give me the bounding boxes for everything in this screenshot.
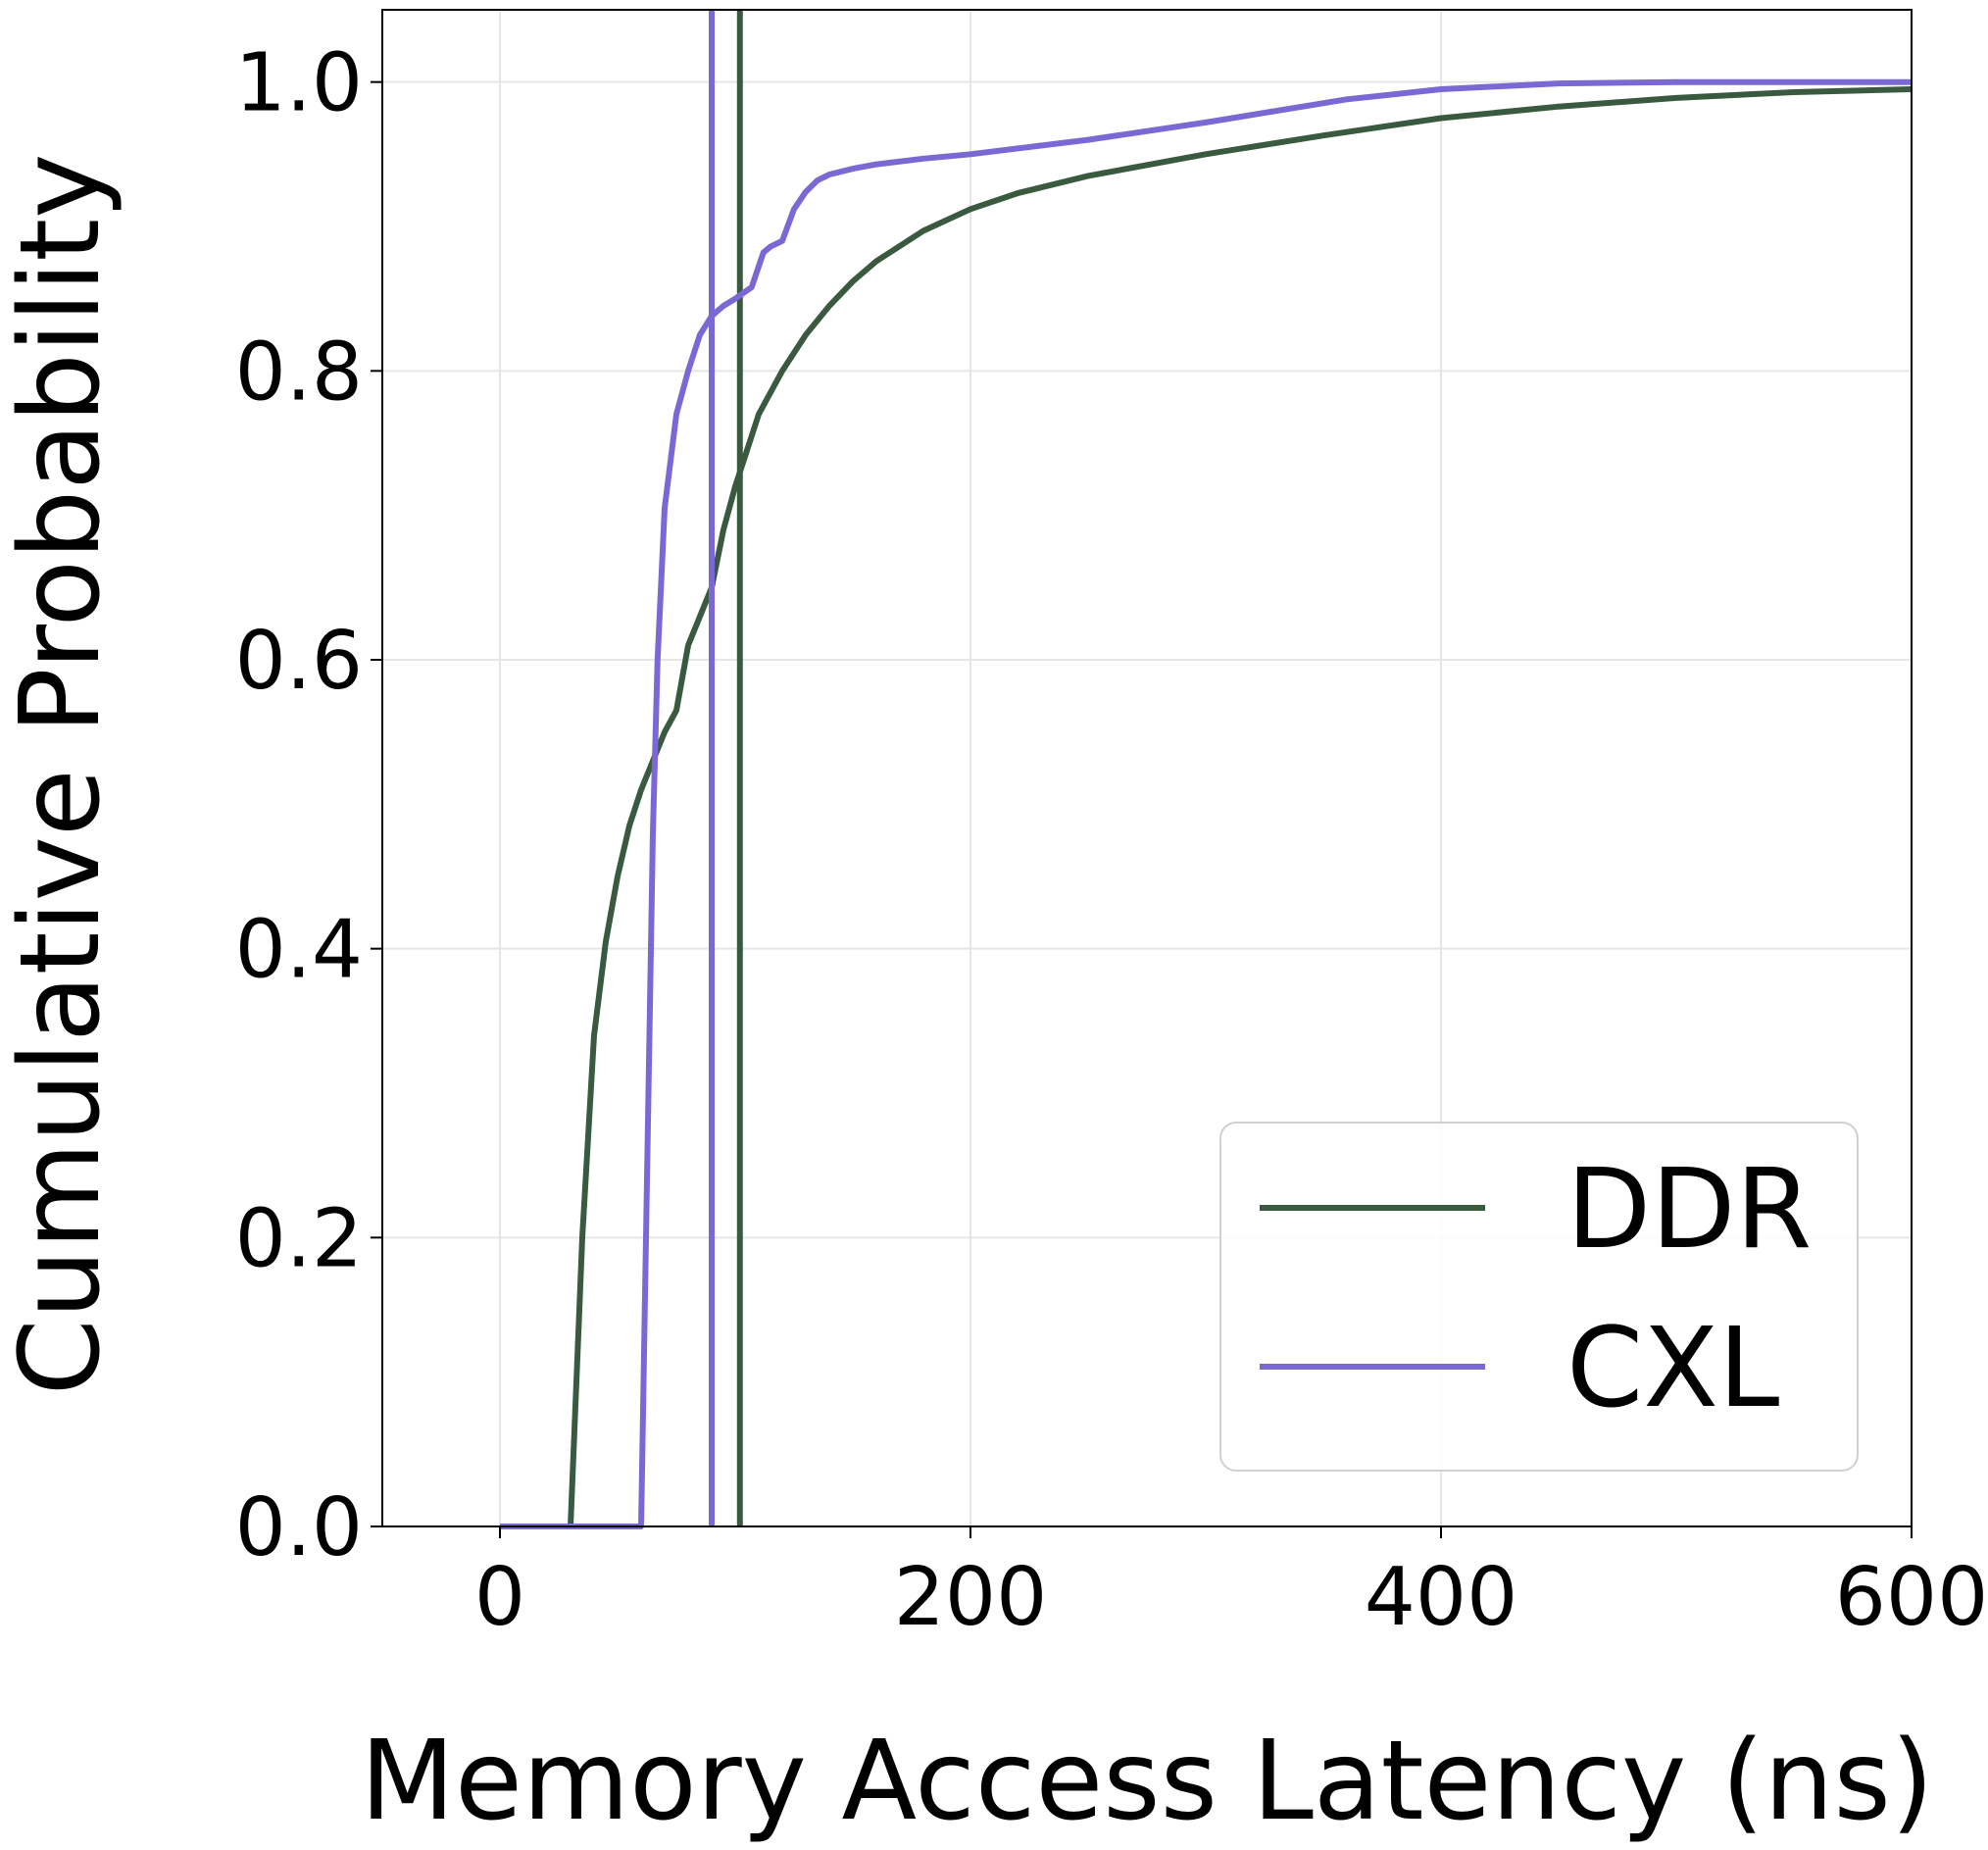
y-tick-label: 0.6 bbox=[235, 615, 363, 708]
ddr-cdf-line bbox=[500, 86, 1913, 1529]
legend: DDR CXL bbox=[1219, 1122, 1859, 1472]
legend-label-ddr: DDR bbox=[1566, 1146, 1812, 1274]
y-tick-label: 1.0 bbox=[235, 37, 363, 130]
y-axis-title: Cumulative Probability bbox=[0, 154, 124, 1396]
cxl-cdf-line bbox=[500, 78, 1912, 1529]
x-tick-label: 0 bbox=[474, 1551, 525, 1644]
x-tick-label: 200 bbox=[894, 1551, 1048, 1644]
y-tick-label: 0.0 bbox=[235, 1481, 363, 1575]
tick-layer: 0 200 400 600 0.0 0.2 0.4 0.6 0.8 1.0 bbox=[235, 37, 1988, 1644]
plot-frame bbox=[381, 9, 1913, 1527]
legend-label-cxl: CXL bbox=[1566, 1305, 1779, 1432]
y-tick-label: 0.8 bbox=[235, 325, 363, 419]
x-tick-label: 600 bbox=[1835, 1551, 1988, 1644]
x-axis-title: Memory Access Latency (ns) bbox=[360, 1718, 1933, 1845]
y-tick-label: 0.4 bbox=[235, 904, 363, 997]
series-layer bbox=[500, 10, 1913, 1529]
y-tick-label: 0.2 bbox=[235, 1192, 363, 1285]
x-tick-label: 400 bbox=[1365, 1551, 1518, 1644]
